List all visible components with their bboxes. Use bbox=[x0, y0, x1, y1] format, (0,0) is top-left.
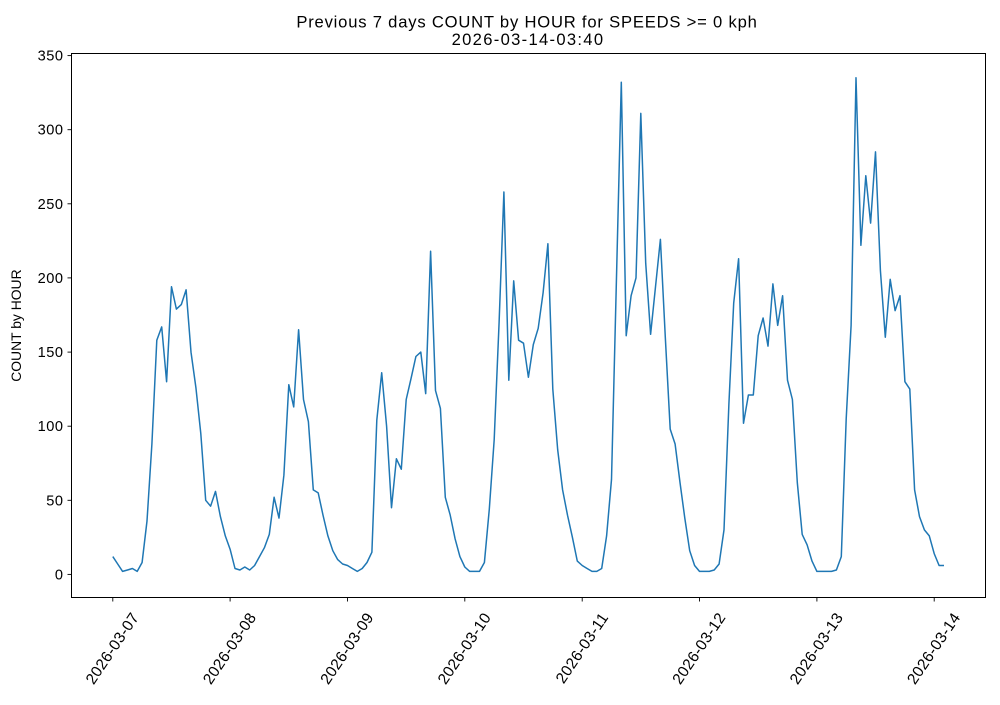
svg-text:250: 250 bbox=[38, 197, 64, 213]
svg-text:COUNT by HOUR: COUNT by HOUR bbox=[8, 269, 24, 381]
svg-text:Previous 7 days COUNT by HOUR: Previous 7 days COUNT by HOUR for SPEEDS… bbox=[296, 13, 757, 32]
svg-text:350: 350 bbox=[38, 49, 64, 65]
svg-text:200: 200 bbox=[38, 271, 64, 287]
svg-text:2026-03-14-03:40: 2026-03-14-03:40 bbox=[452, 30, 605, 49]
svg-text:50: 50 bbox=[46, 493, 63, 509]
svg-text:100: 100 bbox=[38, 419, 64, 435]
svg-text:0: 0 bbox=[55, 567, 64, 583]
svg-text:150: 150 bbox=[38, 345, 64, 361]
svg-text:300: 300 bbox=[38, 123, 64, 139]
